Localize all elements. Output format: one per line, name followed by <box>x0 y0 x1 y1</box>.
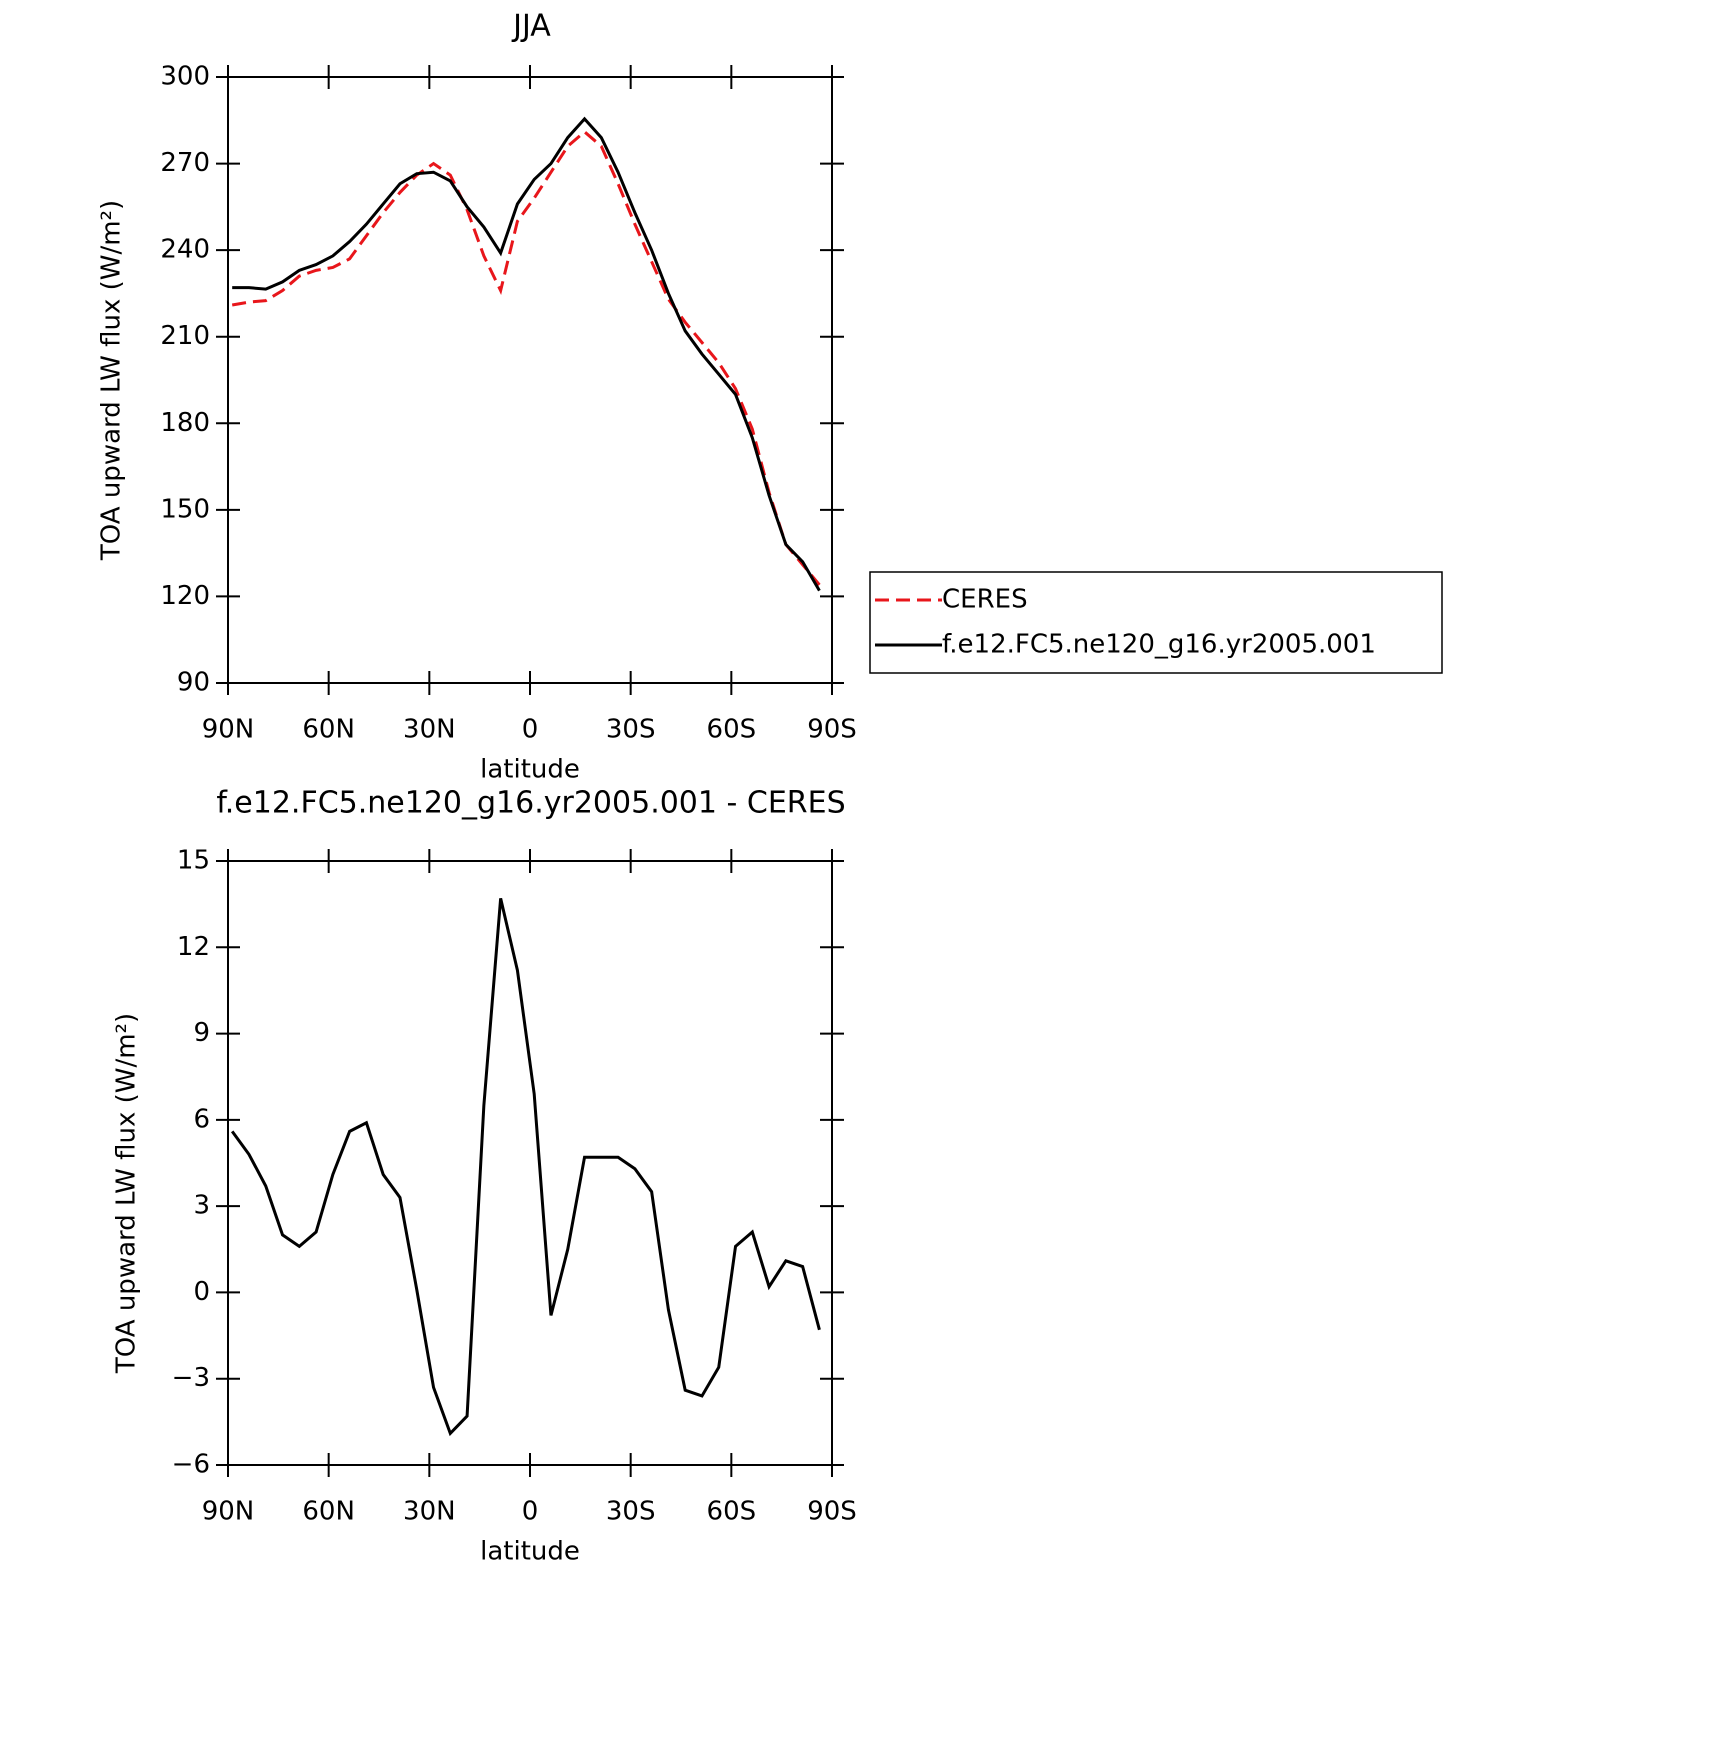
x-tick-label: 60S <box>707 715 757 745</box>
data-line <box>230 898 821 1437</box>
x-tick-label: 30N <box>403 715 456 745</box>
x-tick-label: 0 <box>522 715 539 745</box>
y-tick-label: 240 <box>160 235 210 265</box>
y-axis-label: TOA upward LW flux (W/m²) <box>97 200 127 561</box>
x-tick-label: 30S <box>606 715 656 745</box>
y-tick-label: −3 <box>172 1363 210 1393</box>
y-tick-label: 210 <box>160 321 210 351</box>
x-tick-label: 90S <box>807 1497 857 1527</box>
x-tick-label: 30S <box>606 1497 656 1527</box>
data-line <box>231 129 821 586</box>
x-tick-label: 0 <box>522 1497 539 1527</box>
y-tick-label: 150 <box>160 494 210 524</box>
x-axis-label: latitude <box>480 755 580 785</box>
legend-label: f.e12.FC5.ne120_g16.yr2005.001 <box>942 630 1376 660</box>
chart-title: JJA <box>511 9 551 44</box>
x-tick-label: 90S <box>807 715 857 745</box>
chart-title: f.e12.FC5.ne120_g16.yr2005.001 - CERES <box>216 786 845 821</box>
legend-box <box>869 571 1443 674</box>
y-tick-label: 270 <box>160 148 210 178</box>
y-tick-label: 300 <box>160 62 210 92</box>
plot-frame <box>227 76 833 684</box>
data-line <box>232 116 821 592</box>
y-tick-label: 3 <box>193 1191 210 1221</box>
y-tick-label: 9 <box>193 1018 210 1048</box>
y-axis-label: TOA upward LW flux (W/m²) <box>112 1013 142 1374</box>
x-axis-label: latitude <box>480 1537 580 1567</box>
y-tick-label: 120 <box>160 581 210 611</box>
y-tick-label: 0 <box>193 1277 210 1307</box>
x-tick-label: 60N <box>302 715 355 745</box>
y-tick-label: 90 <box>177 668 210 698</box>
y-tick-label: 6 <box>193 1104 210 1134</box>
y-tick-label: −6 <box>172 1450 210 1480</box>
y-tick-label: 12 <box>177 932 210 962</box>
x-tick-label: 90N <box>202 1497 255 1527</box>
plot-frame <box>227 860 833 1466</box>
x-tick-label: 60S <box>707 1497 757 1527</box>
x-tick-label: 90N <box>202 715 255 745</box>
y-tick-label: 15 <box>177 846 210 876</box>
legend-label: CERES <box>942 585 1028 615</box>
x-tick-label: 60N <box>302 1497 355 1527</box>
y-tick-label: 180 <box>160 408 210 438</box>
x-tick-label: 30N <box>403 1497 456 1527</box>
